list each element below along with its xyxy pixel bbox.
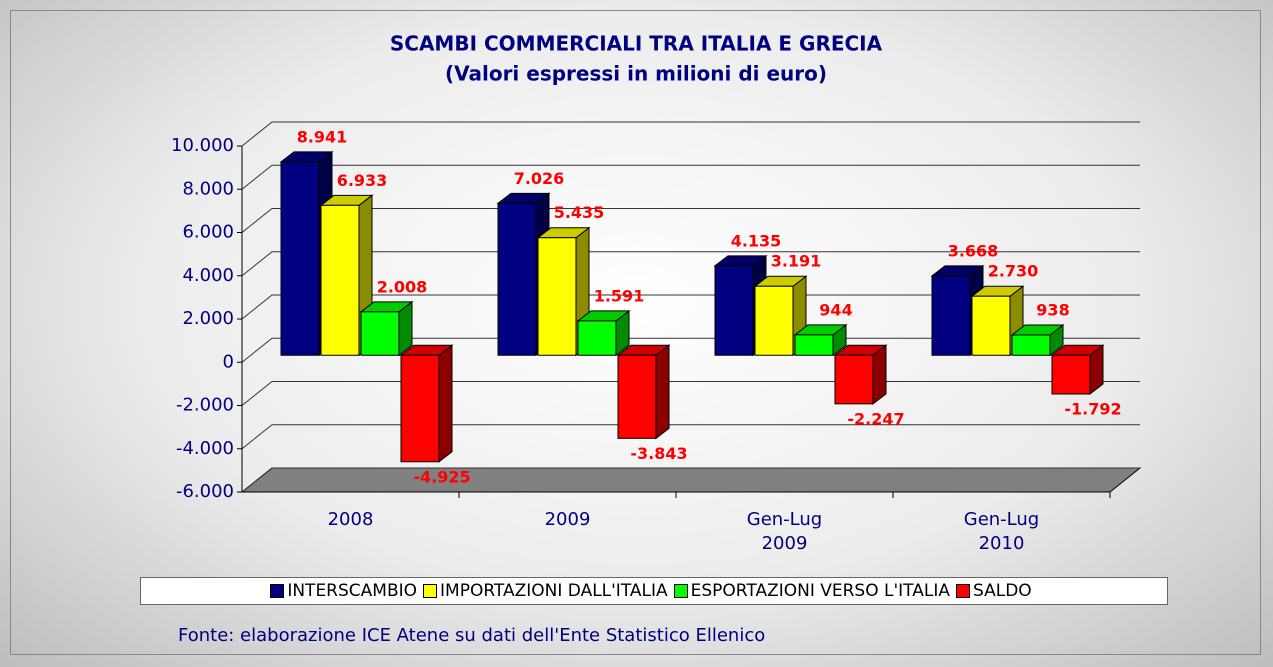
bar: [714, 265, 754, 356]
bar-top-shade: [1052, 345, 1103, 356]
bar-top-shade: [321, 195, 372, 206]
bar-side-shade: [439, 345, 452, 462]
grid-line: [241, 121, 1140, 147]
y-tick-label: 6.000: [182, 222, 234, 243]
bar: [834, 354, 874, 405]
bar-top-shade: [932, 265, 983, 276]
bar-top-shade: [498, 193, 549, 204]
bar: [617, 354, 657, 439]
data-label: 2.008: [377, 277, 428, 296]
bar-top-shade: [618, 345, 669, 356]
grid-line: [241, 337, 1140, 363]
data-label: -4.925: [413, 467, 470, 486]
legend-swatch: [955, 584, 970, 598]
bar-top-shade: [281, 151, 332, 162]
bar: [794, 334, 834, 356]
legend-label: SALDO: [972, 581, 1032, 601]
bar-top-shade: [361, 301, 412, 312]
legend-entry: ESPORTAZIONI VERSO L'ITALIA: [673, 581, 950, 601]
y-tick-label: 4.000: [182, 265, 234, 286]
frame: [10, 10, 1261, 655]
data-label: 4.135: [731, 231, 782, 250]
data-label: 6.933: [337, 171, 388, 190]
y-tick-label: 0: [223, 351, 234, 372]
chart-title: SCAMBI COMMERCIALI TRA ITALIA E GRECIA: [390, 32, 883, 56]
y-tick-label: -6.000: [176, 481, 234, 502]
legend: INTERSCAMBIO IMPORTAZIONI DALL'ITALIA ESPO…: [140, 577, 1168, 605]
bar: [931, 275, 971, 356]
legend-label: ESPORTAZIONI VERSO L'ITALIA: [690, 581, 950, 601]
grid-line: [241, 208, 1140, 233]
legend-entry: SALDO: [955, 581, 1032, 601]
bar: [1051, 354, 1091, 395]
data-label: 3.668: [948, 241, 999, 260]
bar: [497, 202, 537, 356]
x-tick-label: 2008: [327, 509, 374, 530]
data-label: -3.843: [630, 444, 687, 463]
x-tick-label: Gen-Lug 2009: [746, 509, 823, 554]
bar-top-shade: [715, 255, 766, 266]
grid-line: [241, 164, 1140, 190]
bar-top-shade: [401, 345, 452, 356]
floor: [240, 467, 1142, 493]
grid-line: [241, 251, 1140, 277]
bar-side-shade: [1090, 345, 1103, 395]
bar: [320, 204, 360, 356]
bar: [360, 311, 400, 356]
legend-entry: IMPORTAZIONI DALL'ITALIA: [423, 581, 668, 601]
bar-side-shade: [616, 310, 629, 356]
grid-line: [241, 381, 1140, 406]
y-tick-label: -2.000: [176, 395, 234, 416]
bar: [400, 354, 440, 463]
data-label: -2.247: [847, 409, 904, 428]
bar: [754, 285, 794, 356]
bar-side-shade: [656, 345, 669, 439]
bar-top-shade: [578, 310, 629, 321]
grid-line: [241, 467, 1140, 493]
bar-top-shade: [755, 276, 806, 287]
y-tick-label: -4.000: [176, 438, 234, 459]
data-label: 944: [819, 300, 852, 319]
bar-side-shade: [399, 301, 412, 356]
legend-label: INTERSCAMBIO: [287, 581, 418, 601]
bar-top-shade: [795, 324, 846, 335]
legend-label: IMPORTAZIONI DALL'ITALIA: [440, 581, 668, 601]
grid-line: [241, 424, 1140, 450]
bar: [577, 320, 617, 356]
y-tick-label: 2.000: [182, 308, 234, 329]
legend-swatch: [270, 584, 285, 598]
source: Fonte: elaborazione ICE Atene su dati de…: [178, 625, 766, 646]
x-tick-label: Gen-Lug 2010: [963, 509, 1040, 554]
data-label: 8.941: [297, 127, 348, 146]
x-tick-label: 2009: [544, 509, 591, 530]
data-label: 7.026: [514, 169, 565, 188]
legend-swatch: [673, 584, 688, 598]
data-label: 3.191: [771, 252, 822, 271]
bar-top-shade: [835, 345, 886, 356]
bar-top-shade: [972, 286, 1023, 297]
data-label: 2.730: [988, 262, 1039, 281]
bar-side-shade: [873, 345, 886, 404]
y-tick-label: 10.000: [171, 135, 234, 156]
bar: [971, 295, 1011, 356]
bar: [537, 237, 577, 356]
bar: [1011, 334, 1051, 356]
grid-line: [241, 294, 1140, 320]
bar-top-shade: [538, 227, 589, 238]
data-label: -1.792: [1064, 400, 1121, 419]
bar-top-shade: [1012, 324, 1063, 335]
data-label: 5.435: [554, 203, 605, 222]
data-label: 938: [1036, 300, 1069, 319]
bar: [280, 161, 320, 356]
data-label: 1.591: [594, 286, 645, 305]
legend-swatch: [423, 584, 438, 598]
y-tick-label: 8.000: [182, 178, 234, 199]
legend-entry: INTERSCAMBIO: [270, 581, 417, 601]
chart-subtitle: (Valori espressi in milioni di euro): [445, 62, 827, 86]
